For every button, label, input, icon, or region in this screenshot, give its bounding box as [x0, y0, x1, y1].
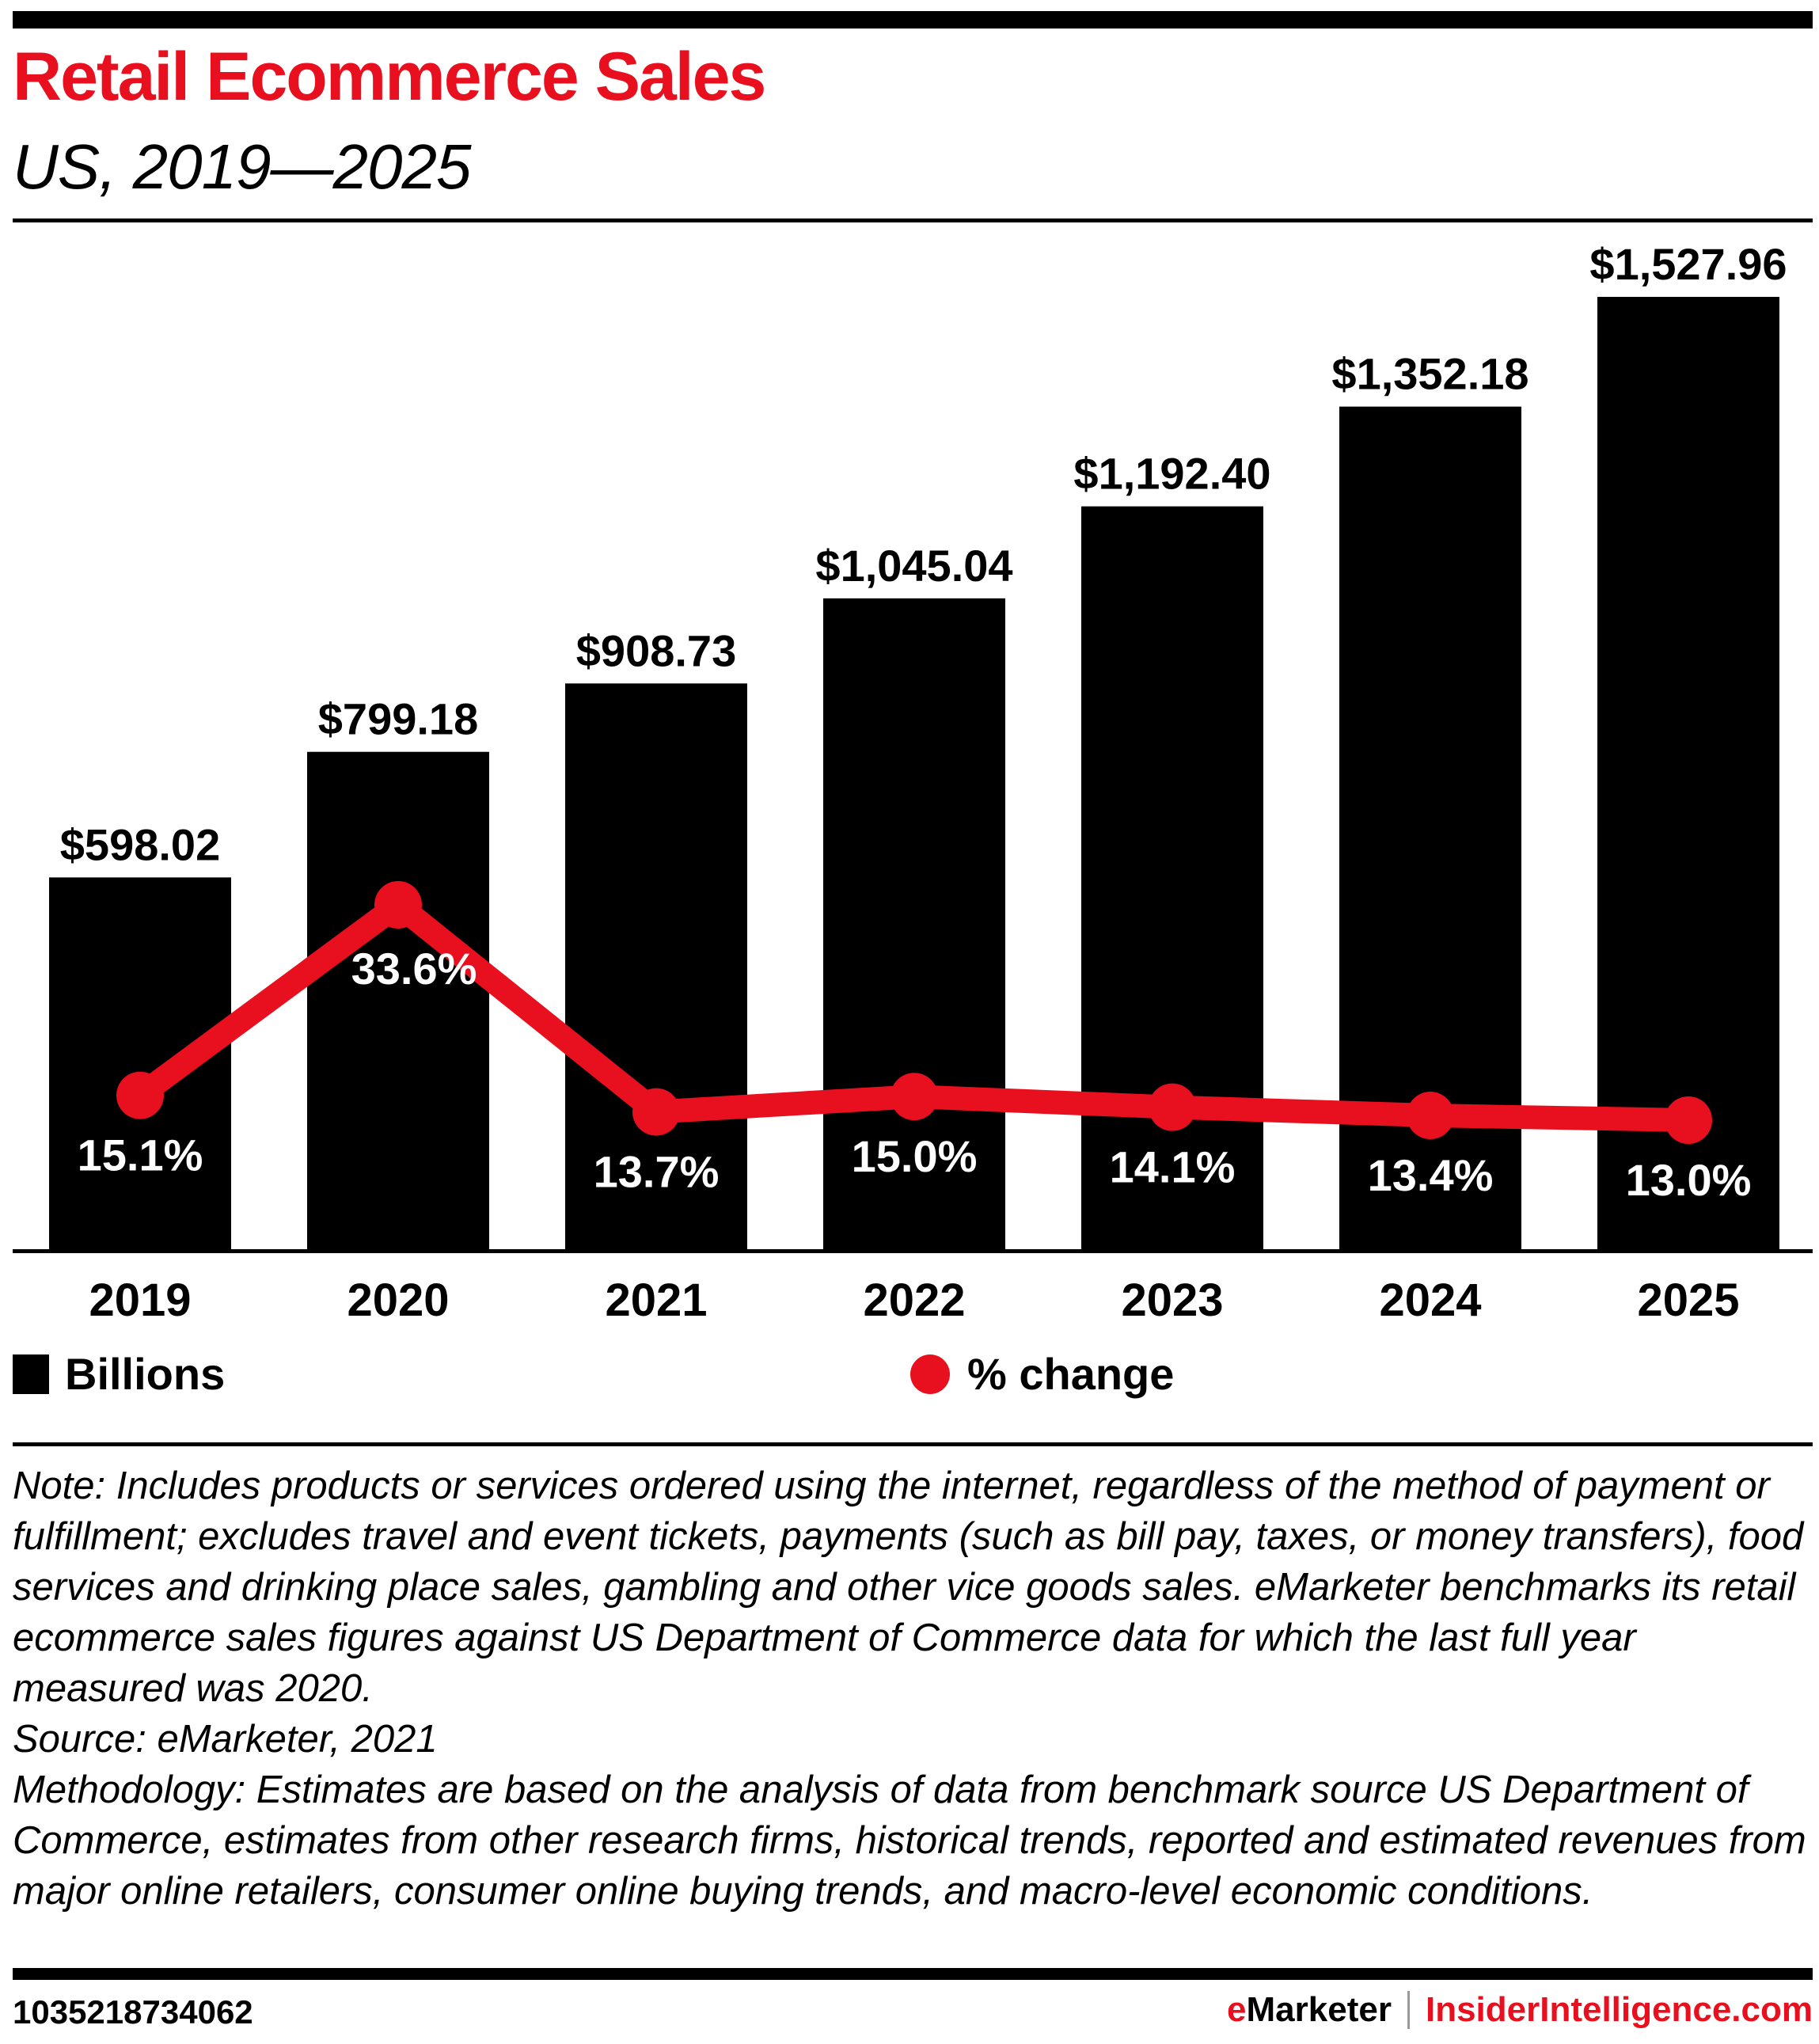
bar-value-label-2019: $598.02	[60, 819, 220, 869]
emarketer-logo: eMarketer	[1227, 1990, 1392, 2030]
source-text: Source: eMarketer, 2021	[13, 1718, 438, 1761]
legend-label-pct-change: % change	[967, 1349, 1175, 1399]
logo-marketer: Marketer	[1246, 1990, 1392, 2029]
x-tick-label-2020: 2020	[347, 1275, 449, 1326]
x-tick-label-2019: 2019	[89, 1275, 191, 1326]
chart-svg: $598.02 2019 $799.18 2020 $908.73 2021 $1,045.…	[13, 239, 1813, 1326]
x-tick-label-2022: 2022	[863, 1275, 965, 1326]
pct-change-label-2025: 13.0%	[1626, 1155, 1752, 1205]
footer-rule	[13, 1968, 1813, 1980]
legend-item-pct-change: % change	[910, 1348, 1174, 1400]
pct-change-point-2020	[374, 881, 422, 929]
bar-value-label-2023: $1,192.40	[1073, 449, 1270, 499]
pct-change-label-2024: 13.4%	[1368, 1150, 1494, 1200]
insider-intelligence-link[interactable]: InsiderIntelligence.com	[1425, 1990, 1813, 2029]
legend-label-billions: Billions	[65, 1349, 226, 1399]
chart-subtitle: US, 2019—2025	[13, 131, 472, 202]
brand-footer: eMarketer InsiderIntelligence.com	[1227, 1990, 1813, 2030]
legend-item-billions: Billions	[13, 1348, 225, 1400]
pct-change-label-2021: 13.7%	[594, 1147, 720, 1197]
pct-change-point-2024	[1407, 1092, 1454, 1140]
pct-change-label-2019: 15.1%	[78, 1130, 203, 1180]
bar-2020	[307, 751, 489, 1251]
bar-2019	[49, 877, 231, 1251]
x-axis-baseline	[13, 1249, 1813, 1253]
x-tick-label-2024: 2024	[1379, 1275, 1481, 1326]
bar-value-label-2024: $1,352.18	[1331, 349, 1528, 399]
pct-change-point-2025	[1665, 1096, 1712, 1144]
bar-value-label-2025: $1,527.96	[1589, 239, 1787, 289]
pct-change-label-2020: 33.6%	[351, 944, 477, 994]
pct-change-point-2019	[116, 1071, 164, 1119]
pct-change-point-2023	[1149, 1083, 1196, 1131]
pct-change-point-2021	[632, 1088, 680, 1136]
top-rule	[13, 11, 1813, 28]
labels-group: $598.02 2019 $799.18 2020 $908.73 2021 $1,045.…	[60, 239, 1787, 1326]
bar-value-label-2021: $908.73	[576, 625, 736, 675]
legend-bar-swatch-icon	[13, 1354, 49, 1394]
logo-e: e	[1227, 1990, 1247, 2029]
bar-2025	[1597, 297, 1779, 1251]
x-tick-label-2023: 2023	[1121, 1275, 1223, 1326]
notes-divider	[13, 1442, 1813, 1446]
chart-id: 1035218734062	[13, 1993, 253, 2031]
pct-change-label-2022: 15.0%	[852, 1131, 978, 1181]
pct-change-point-2022	[891, 1073, 938, 1121]
bar-2021	[565, 683, 747, 1251]
x-tick-label-2025: 2025	[1637, 1275, 1739, 1326]
brand-separator	[1407, 1991, 1410, 2029]
methodology-text: Methodology: Estimates are based on the …	[13, 1769, 1806, 1913]
x-tick-label-2021: 2021	[605, 1275, 707, 1326]
notes-block: Note: Includes products or services orde…	[13, 1461, 1810, 1917]
pct-change-label-2023: 14.1%	[1110, 1142, 1236, 1192]
bar-value-label-2020: $799.18	[318, 694, 478, 744]
legend-dot-swatch-icon	[910, 1354, 950, 1394]
header-divider	[13, 218, 1813, 222]
chart-title: Retail Ecommerce Sales	[13, 39, 766, 115]
bar-2023	[1081, 506, 1263, 1251]
bar-2022	[823, 598, 1005, 1251]
bar-value-label-2022: $1,045.04	[815, 541, 1012, 591]
line-group	[116, 881, 1712, 1144]
note-text: Note: Includes products or services orde…	[13, 1465, 1804, 1710]
